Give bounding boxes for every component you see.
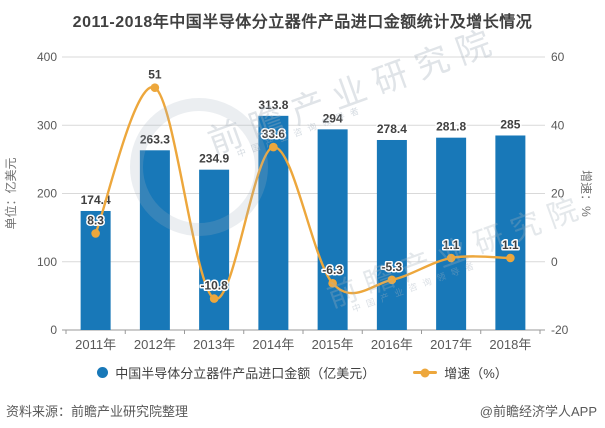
left-axis-tick-label: 100 [37,255,57,269]
x-axis-label-2018年: 2018年 [489,337,531,352]
line-value-label-2012年: 51 [148,68,162,82]
source-note: 资料来源：前瞻产业研究院整理 [6,404,189,419]
line-point-2016年 [387,275,397,285]
line-point-2017年 [446,253,456,263]
legend-item-import-amount: 中国半导体分立器件产品进口金额（亿美元） [97,363,375,382]
legend-bar-marker-icon [97,367,109,378]
legend: 中国半导体分立器件产品进口金额（亿美元） 增速（%） [0,363,605,382]
bar-2014年 [258,115,289,330]
bar-value-label-2018年: 285 [500,117,520,131]
x-axis-label-2016年: 2016年 [371,337,413,352]
right-axis-tick-label: 40 [551,118,565,132]
bar-value-label-2012年: 263.3 [140,132,170,146]
bar-2011年 [80,210,111,330]
line-value-label-2014年: 33.6 [262,127,286,141]
x-axis-label-2012年: 2012年 [134,337,176,352]
line-point-2018年 [506,253,515,263]
line-value-label-2017年: 1.1 [443,238,460,252]
right-axis-tick-label: 20 [551,187,565,201]
bar-2015年 [317,129,348,330]
brand-note: @前瞻经济学人APP [479,404,597,419]
bar-2018年 [495,135,526,330]
x-axis-label-2015年: 2015年 [312,337,354,352]
bar-2016年 [376,139,407,330]
left-axis-title: 单位：亿美元 [3,157,18,229]
line-value-label-2016年: -5.3 [382,260,403,274]
line-value-label-2013年: -10.8 [200,279,228,293]
left-axis-tick-label: 300 [37,118,57,132]
line-point-2012年 [150,83,160,93]
right-axis-tick-label: 0 [551,255,558,269]
line-value-label-2018年: 1.1 [502,238,519,252]
line-point-2011年 [91,229,100,238]
legend-bar-label: 中国半导体分立器件产品进口金额（亿美元） [115,366,376,381]
line-point-2015年 [328,278,337,288]
x-axis-label-2014年: 2014年 [252,337,294,352]
x-axis-label-2011年: 2011年 [75,337,116,352]
left-axis-tick-label: 200 [37,187,57,201]
left-axis-tick-label: 400 [37,50,57,64]
left-axis-tick-label: 0 [50,323,57,337]
bar-value-label-2013年: 234.9 [199,152,229,166]
line-point-2013年 [209,294,219,303]
bar-2013年 [199,169,230,330]
right-axis-title: 增速：% [579,170,593,217]
legend-line-marker-icon [413,368,438,377]
bar-2017年 [436,137,467,330]
line-value-label-2015年: -6.3 [322,263,343,277]
chart-title: 2011-2018年中国半导体分立器件产品进口金额统计及增长情况 [72,14,533,31]
legend-line-label: 增速（%） [444,366,508,381]
bar-value-label-2017年: 281.8 [436,120,466,134]
right-axis-tick-label: 60 [551,50,565,64]
x-axis-label-2013年: 2013年 [193,337,235,352]
footer: 资料来源：前瞻产业研究院整理 @前瞻经济学人APP [6,401,597,420]
bar-value-label-2014年: 313.8 [258,98,288,112]
x-axis-label-2017年: 2017年 [430,337,472,352]
line-value-label-2011年: 8.3 [87,213,104,227]
bar-value-label-2016年: 278.4 [377,122,407,136]
line-point-2014年 [269,142,278,152]
bar-value-label-2015年: 294 [323,111,343,125]
right-axis-tick-label: -20 [551,323,569,337]
bar-2012年 [139,150,170,330]
legend-item-growth-rate: 增速（%） [413,363,508,382]
